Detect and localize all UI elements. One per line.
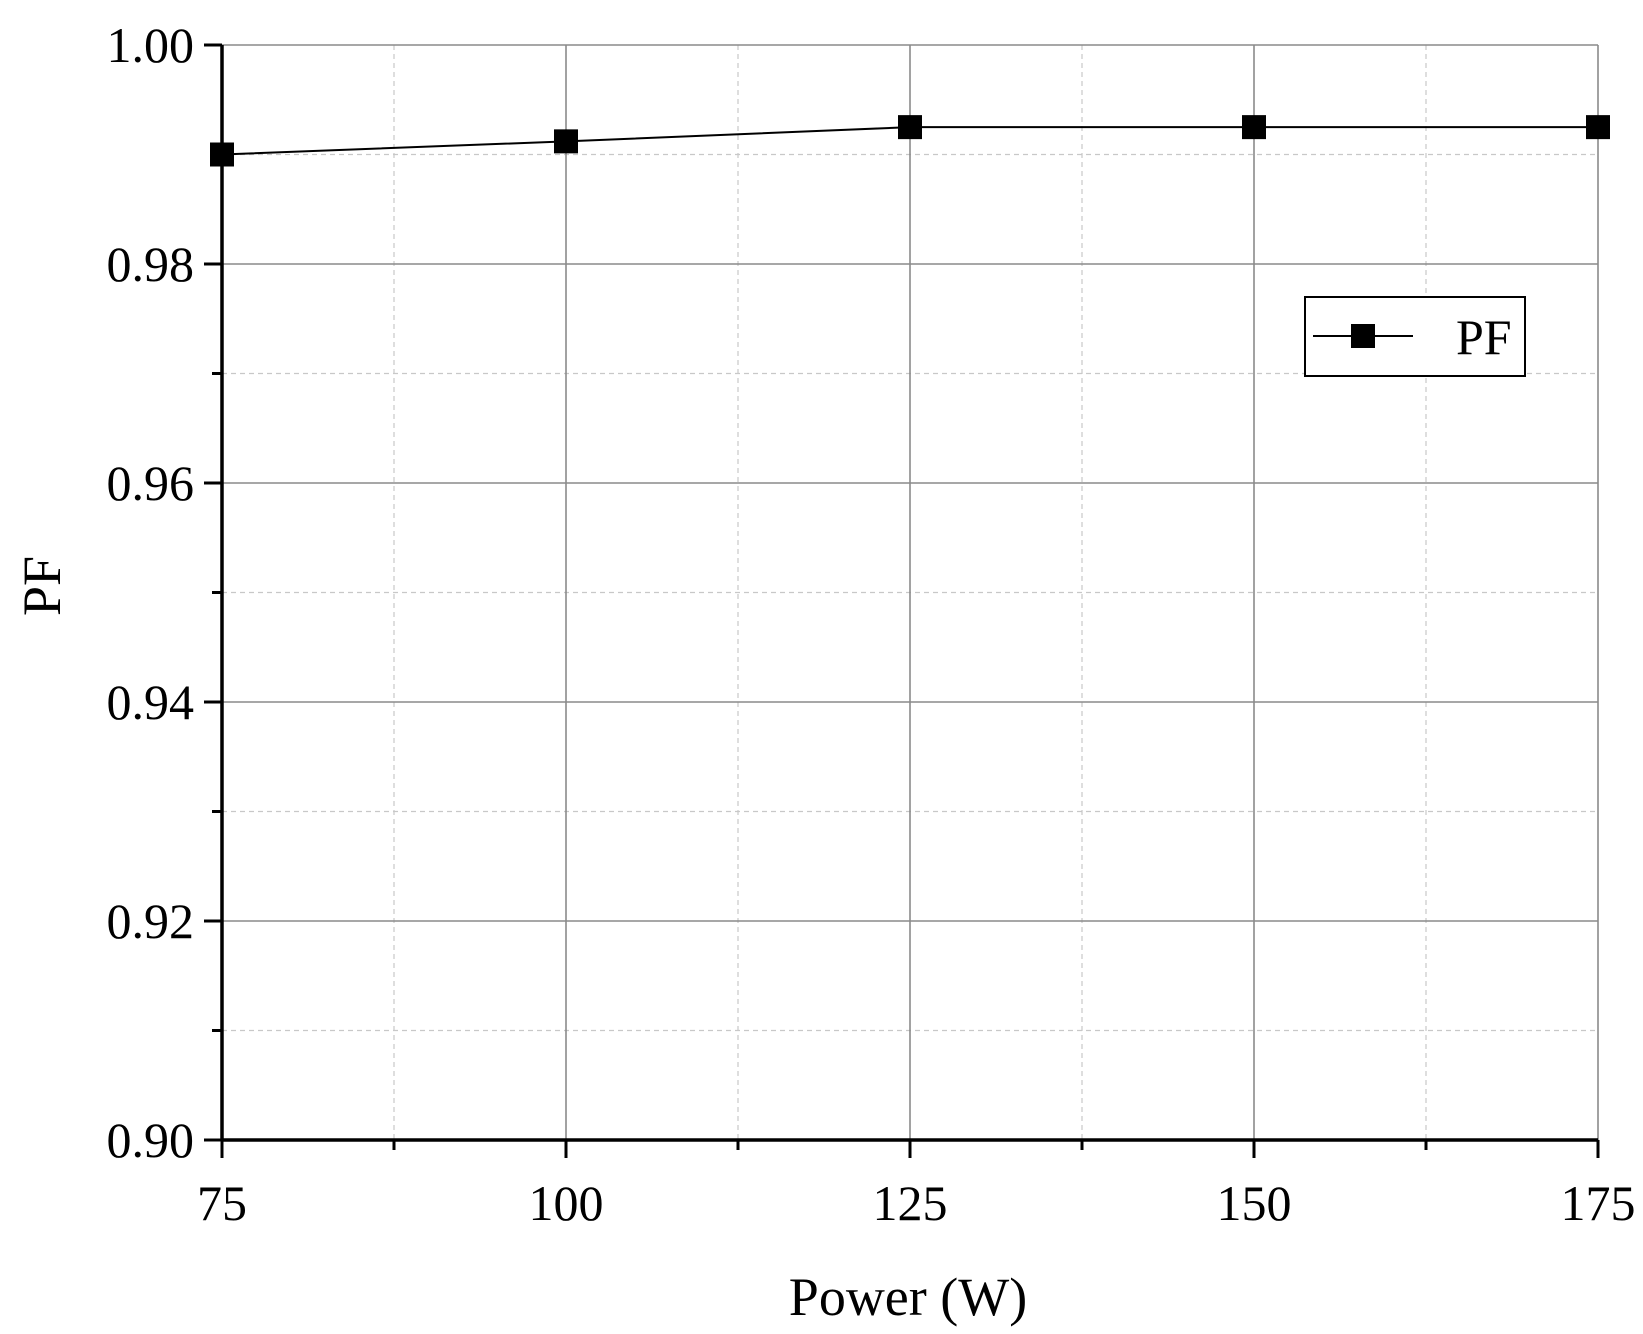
y-axis-title: PF bbox=[12, 556, 72, 616]
y-tick-label: 0.98 bbox=[107, 236, 195, 292]
legend-marker bbox=[1351, 324, 1375, 348]
y-tick-label: 1.00 bbox=[107, 17, 195, 73]
x-tick-label: 75 bbox=[197, 1175, 247, 1231]
data-point bbox=[1242, 115, 1266, 140]
x-axis-title: Power (W) bbox=[789, 1267, 1027, 1327]
y-tick-label: 0.96 bbox=[107, 455, 195, 511]
tick-labels: 75 100 125 150 175 0.90 0.92 0.94 0.96 0.98 1.00 bbox=[107, 17, 1636, 1231]
series-layer bbox=[210, 115, 1610, 167]
legend: PF bbox=[1304, 296, 1526, 377]
data-point bbox=[554, 129, 578, 154]
x-tick-label: 100 bbox=[529, 1175, 604, 1231]
y-tick-label: 0.92 bbox=[107, 893, 195, 949]
data-point bbox=[210, 142, 234, 167]
x-tick-label: 150 bbox=[1217, 1175, 1292, 1231]
grid bbox=[222, 44, 1599, 1140]
data-point bbox=[898, 115, 922, 140]
legend-label-pf: PF bbox=[1456, 309, 1512, 365]
y-tick-label: 0.90 bbox=[107, 1112, 195, 1168]
data-point bbox=[1586, 115, 1610, 140]
x-tick-label: 175 bbox=[1561, 1175, 1636, 1231]
y-tick-label: 0.94 bbox=[107, 674, 195, 730]
axes bbox=[220, 45, 1598, 1142]
x-tick-label: 125 bbox=[873, 1175, 948, 1231]
axis-ticks bbox=[204, 43, 1600, 1158]
